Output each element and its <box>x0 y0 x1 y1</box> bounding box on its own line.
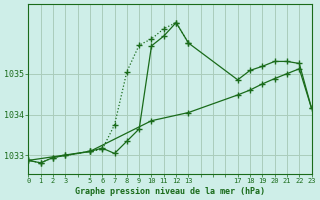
X-axis label: Graphe pression niveau de la mer (hPa): Graphe pression niveau de la mer (hPa) <box>75 187 265 196</box>
